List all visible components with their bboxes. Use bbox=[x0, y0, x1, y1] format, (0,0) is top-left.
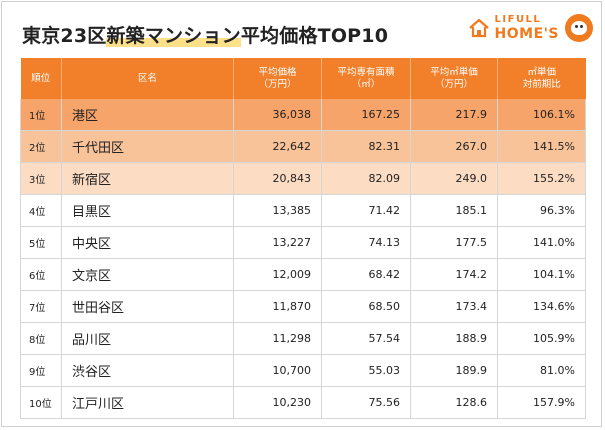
cell-rank: 5位 bbox=[20, 226, 62, 259]
cell-avg-unit-price: 267.0 bbox=[410, 130, 498, 163]
cell-avg-area: 82.09 bbox=[321, 162, 411, 195]
cell-avg-price: 11,298 bbox=[233, 322, 322, 355]
cell-avg-price: 12,009 bbox=[233, 258, 322, 291]
header-avg-unit-price: 平均㎡単価 （万円） bbox=[410, 58, 498, 99]
table-row: 1位 港区 36,038 167.25 217.9 106.1% bbox=[20, 99, 586, 131]
cell-rank: 10位 bbox=[20, 386, 62, 419]
cell-rank: 7位 bbox=[20, 290, 62, 323]
header-ward: 区名 bbox=[61, 58, 234, 99]
table-row: 3位 新宿区 20,843 82.09 249.0 155.2% bbox=[20, 162, 586, 195]
cell-avg-price: 13,227 bbox=[233, 226, 322, 259]
cell-avg-unit-price: 249.0 bbox=[410, 162, 498, 195]
cell-avg-price: 20,843 bbox=[233, 162, 322, 195]
cell-avg-unit-price: 174.2 bbox=[410, 258, 498, 291]
cell-yoy: 106.1% bbox=[497, 99, 586, 131]
cell-ward: 品川区 bbox=[61, 322, 234, 355]
table-row: 5位 中央区 13,227 74.13 177.5 141.0% bbox=[20, 226, 586, 259]
title-highlight: 新築マンション bbox=[106, 25, 241, 47]
table-row: 10位 江戸川区 10,230 75.56 128.6 157.9% bbox=[20, 386, 586, 419]
cell-yoy: 81.0% bbox=[497, 354, 586, 387]
logo-line1: LIFULL bbox=[494, 14, 542, 25]
cell-rank: 2位 bbox=[20, 130, 62, 163]
table-row: 6位 文京区 12,009 68.42 174.2 104.1% bbox=[20, 258, 586, 291]
cell-avg-price: 22,642 bbox=[233, 130, 322, 163]
header-avg-price: 平均価格 （万円） bbox=[233, 58, 322, 99]
cell-rank: 1位 bbox=[20, 99, 62, 131]
header-rank: 順位 bbox=[20, 58, 62, 99]
cell-rank: 4位 bbox=[20, 194, 62, 227]
cell-avg-area: 68.42 bbox=[321, 258, 411, 291]
table-row: 9位 渋谷区 10,700 55.03 189.9 81.0% bbox=[20, 354, 586, 387]
cell-yoy: 141.5% bbox=[497, 130, 586, 163]
cell-avg-area: 74.13 bbox=[321, 226, 411, 259]
logo-line2: HOME'S bbox=[494, 26, 559, 42]
cell-rank: 3位 bbox=[20, 162, 62, 195]
cell-avg-unit-price: 173.4 bbox=[410, 290, 498, 323]
table-row: 2位 千代田区 22,642 82.31 267.0 141.5% bbox=[20, 130, 586, 163]
table-row: 7位 世田谷区 11,870 68.50 173.4 134.6% bbox=[20, 290, 586, 323]
cell-yoy: 96.3% bbox=[497, 194, 586, 227]
cell-rank: 8位 bbox=[20, 322, 62, 355]
cell-avg-unit-price: 128.6 bbox=[410, 386, 498, 419]
cell-avg-area: 82.31 bbox=[321, 130, 411, 163]
cell-avg-price: 10,230 bbox=[233, 386, 322, 419]
header-yoy: ㎡単価 対前期比 bbox=[497, 58, 586, 99]
lifull-homes-logo: LIFULL HOME'S bbox=[468, 10, 593, 46]
cell-yoy: 157.9% bbox=[497, 386, 586, 419]
cell-ward: 新宿区 bbox=[61, 162, 234, 195]
cell-ward: 江戸川区 bbox=[61, 386, 234, 419]
cell-avg-area: 75.56 bbox=[321, 386, 411, 419]
cell-avg-area: 57.54 bbox=[321, 322, 411, 355]
cell-ward: 千代田区 bbox=[61, 130, 234, 163]
cell-rank: 9位 bbox=[20, 354, 62, 387]
cell-rank: 6位 bbox=[20, 258, 62, 291]
cell-ward: 渋谷区 bbox=[61, 354, 234, 387]
cell-avg-unit-price: 188.9 bbox=[410, 322, 498, 355]
cell-yoy: 104.1% bbox=[497, 258, 586, 291]
cell-yoy: 155.2% bbox=[497, 162, 586, 195]
cell-yoy: 141.0% bbox=[497, 226, 586, 259]
cell-avg-price: 13,385 bbox=[233, 194, 322, 227]
table-header-row: 順位 区名 平均価格 （万円） 平均専有面積 （㎡） 平均㎡単価 （万円） ㎡単価 対前期比 bbox=[20, 58, 586, 99]
cell-avg-unit-price: 177.5 bbox=[410, 226, 498, 259]
cell-yoy: 134.6% bbox=[497, 290, 586, 323]
cell-avg-price: 10,700 bbox=[233, 354, 322, 387]
house-icon bbox=[468, 18, 489, 38]
table-body: 1位 港区 36,038 167.25 217.9 106.1% 2位 千代田区 22,642 8… bbox=[20, 99, 586, 419]
ranking-table: 順位 区名 平均価格 （万円） 平均専有面積 （㎡） 平均㎡単価 （万円） ㎡単価 対前期比 1位… bbox=[20, 58, 586, 419]
cell-avg-area: 68.50 bbox=[321, 290, 411, 323]
page-title: 東京23区新築マンション平均価格TOP10 bbox=[22, 25, 389, 47]
cell-avg-unit-price: 185.1 bbox=[410, 194, 498, 227]
mascot-icon bbox=[565, 14, 593, 42]
cell-avg-unit-price: 189.9 bbox=[410, 354, 498, 387]
table-row: 4位 目黒区 13,385 71.42 185.1 96.3% bbox=[20, 194, 586, 227]
cell-avg-unit-price: 217.9 bbox=[410, 99, 498, 131]
cell-ward: 中央区 bbox=[61, 226, 234, 259]
cell-ward: 港区 bbox=[61, 99, 234, 131]
cell-yoy: 105.9% bbox=[497, 322, 586, 355]
cell-ward: 目黒区 bbox=[61, 194, 234, 227]
cell-avg-area: 55.03 bbox=[321, 354, 411, 387]
cell-avg-price: 36,038 bbox=[233, 99, 322, 131]
cell-avg-area: 167.25 bbox=[321, 99, 411, 131]
cell-ward: 文京区 bbox=[61, 258, 234, 291]
cell-avg-area: 71.42 bbox=[321, 194, 411, 227]
cell-avg-price: 11,870 bbox=[233, 290, 322, 323]
cell-ward: 世田谷区 bbox=[61, 290, 234, 323]
header-avg-area: 平均専有面積 （㎡） bbox=[321, 58, 411, 99]
table-row: 8位 品川区 11,298 57.54 188.9 105.9% bbox=[20, 322, 586, 355]
